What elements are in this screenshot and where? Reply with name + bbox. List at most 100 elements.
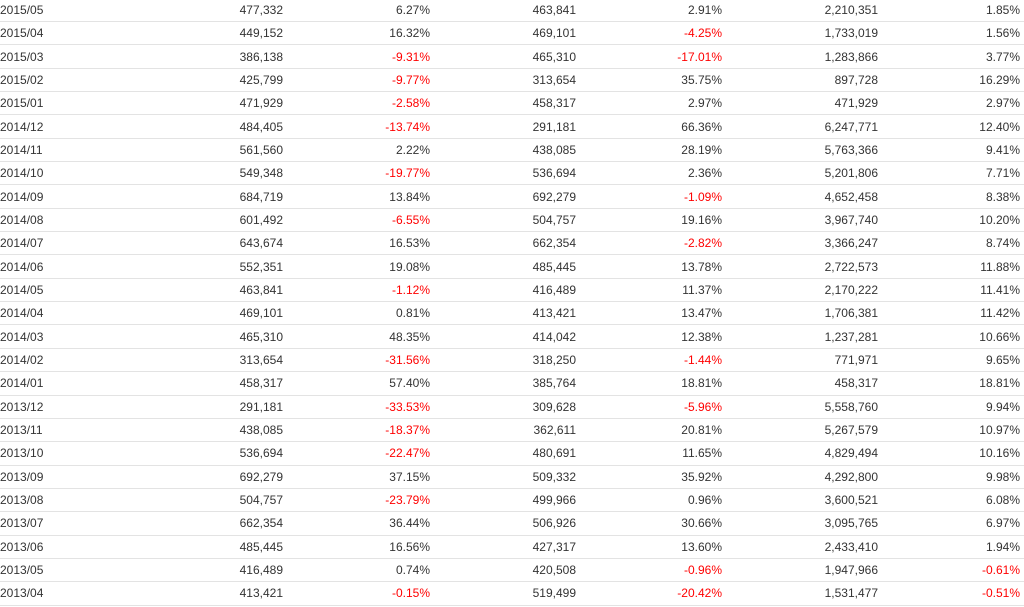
change-cell: 2.91% [583, 0, 729, 22]
table-row: 2013/10 536,694 -22.47% 480,691 11.65% 4,829,… [0, 441, 1024, 466]
value-cell: 480,691 [437, 441, 583, 466]
table-row: 2014/10 549,348 -19.77% 536,694 2.36% 5,201,8… [0, 161, 1024, 186]
table-row: 2014/03 465,310 48.35% 414,042 12.38% 1,237,2… [0, 324, 1024, 349]
table-row: 2014/11 561,560 2.22% 438,085 28.19% 5,763,36… [0, 138, 1024, 163]
period-cell: 2014/04 [0, 301, 150, 326]
value-cell: 416,489 [150, 558, 290, 583]
value-cell: 465,310 [437, 44, 583, 69]
change-cell: -17.01% [583, 44, 729, 69]
value-cell: 504,757 [150, 488, 290, 513]
table-row: 2015/01 471,929 -2.58% 458,317 2.97% 471,929 2… [0, 91, 1024, 116]
period-cell: 2013/12 [0, 395, 150, 419]
cumulative-cell: 1,706,381 [729, 301, 885, 326]
table-row: 2015/03 386,138 -9.31% 465,310 -17.01% 1,283,… [0, 44, 1024, 69]
cumulative-change-cell: 11.42% [885, 301, 1024, 326]
value-cell: 425,799 [150, 68, 290, 93]
change-cell: -6.55% [290, 208, 437, 233]
table-row: 2014/08 601,492 -6.55% 504,757 19.16% 3,967,7… [0, 208, 1024, 233]
change-cell: 36.44% [290, 511, 437, 536]
cumulative-cell: 3,095,765 [729, 511, 885, 536]
cumulative-cell: 4,652,458 [729, 184, 885, 209]
period-cell: 2014/08 [0, 208, 150, 233]
cumulative-cell: 5,267,579 [729, 418, 885, 443]
value-cell: 684,719 [150, 184, 290, 209]
cumulative-cell: 5,558,760 [729, 395, 885, 419]
change-cell: 35.92% [583, 465, 729, 489]
cumulative-cell: 897,728 [729, 68, 885, 93]
table-row: 2013/11 438,085 -18.37% 362,611 20.81% 5,267,… [0, 418, 1024, 443]
change-cell: 0.74% [290, 558, 437, 583]
value-cell: 362,611 [437, 418, 583, 443]
period-cell: 2013/09 [0, 465, 150, 489]
change-cell: 12.38% [583, 324, 729, 349]
change-cell: -1.09% [583, 184, 729, 209]
cumulative-cell: 3,366,247 [729, 231, 885, 256]
change-cell: 13.47% [583, 301, 729, 326]
period-cell: 2013/07 [0, 511, 150, 536]
change-cell: 19.16% [583, 208, 729, 233]
cumulative-cell: 4,829,494 [729, 441, 885, 466]
value-cell: 601,492 [150, 208, 290, 233]
period-cell: 2013/04 [0, 581, 150, 606]
change-cell: -23.79% [290, 488, 437, 513]
table-row: 2014/04 469,101 0.81% 413,421 13.47% 1,706,38… [0, 301, 1024, 326]
value-cell: 485,445 [150, 535, 290, 559]
change-cell: -13.74% [290, 114, 437, 139]
cumulative-cell: 2,722,573 [729, 254, 885, 279]
cumulative-cell: 2,210,351 [729, 0, 885, 22]
period-cell: 2013/11 [0, 418, 150, 443]
change-cell: 0.81% [290, 301, 437, 326]
value-cell: 506,926 [437, 511, 583, 536]
table-row: 2014/01 458,317 57.40% 385,764 18.81% 458,317… [0, 371, 1024, 396]
table-row: 2013/04 413,421 -0.15% 519,499 -20.42% 1,531,… [0, 581, 1024, 606]
value-cell: 692,279 [437, 184, 583, 209]
table-row: 2013/08 504,757 -23.79% 499,966 0.96% 3,600,5… [0, 488, 1024, 513]
cumulative-cell: 458,317 [729, 371, 885, 396]
cumulative-cell: 2,170,222 [729, 278, 885, 303]
change-cell: -0.15% [290, 581, 437, 606]
cumulative-change-cell: 16.29% [885, 68, 1024, 93]
period-cell: 2013/05 [0, 558, 150, 583]
change-cell: 6.27% [290, 0, 437, 22]
cumulative-cell: 1,531,477 [729, 581, 885, 606]
cumulative-cell: 5,763,366 [729, 138, 885, 163]
cumulative-change-cell: 1.94% [885, 535, 1024, 559]
change-cell: -31.56% [290, 348, 437, 373]
cumulative-cell: 1,237,281 [729, 324, 885, 349]
change-cell: 2.22% [290, 138, 437, 163]
value-cell: 643,674 [150, 231, 290, 256]
cumulative-change-cell: 8.38% [885, 184, 1024, 209]
change-cell: 13.78% [583, 254, 729, 279]
change-cell: 30.66% [583, 511, 729, 536]
value-cell: 484,405 [150, 114, 290, 139]
value-cell: 463,841 [437, 0, 583, 22]
table-row: 2013/07 662,354 36.44% 506,926 30.66% 3,095,7… [0, 511, 1024, 536]
cumulative-change-cell: 10.97% [885, 418, 1024, 443]
cumulative-cell: 1,947,966 [729, 558, 885, 583]
value-cell: 458,317 [437, 91, 583, 116]
value-cell: 536,694 [150, 441, 290, 466]
value-cell: 318,250 [437, 348, 583, 373]
change-cell: 35.75% [583, 68, 729, 93]
change-cell: 18.81% [583, 371, 729, 396]
table-row: 2015/04 449,152 16.32% 469,101 -4.25% 1,733,0… [0, 21, 1024, 46]
value-cell: 469,101 [437, 21, 583, 46]
value-cell: 519,499 [437, 581, 583, 606]
change-cell: -5.96% [583, 395, 729, 419]
value-cell: 662,354 [437, 231, 583, 256]
period-cell: 2014/06 [0, 254, 150, 279]
cumulative-change-cell: 10.16% [885, 441, 1024, 466]
table-row: 2013/06 485,445 16.56% 427,317 13.60% 2,433,4… [0, 535, 1024, 559]
period-cell: 2013/06 [0, 535, 150, 559]
value-cell: 552,351 [150, 254, 290, 279]
table-row: 2014/12 484,405 -13.74% 291,181 66.36% 6,247,… [0, 114, 1024, 139]
value-cell: 438,085 [437, 138, 583, 163]
value-cell: 427,317 [437, 535, 583, 559]
table-row: 2014/02 313,654 -31.56% 318,250 -1.44% 771,97… [0, 348, 1024, 373]
change-cell: -4.25% [583, 21, 729, 46]
cumulative-change-cell: 11.41% [885, 278, 1024, 303]
cumulative-cell: 2,433,410 [729, 535, 885, 559]
cumulative-cell: 1,733,019 [729, 21, 885, 46]
cumulative-change-cell: 9.94% [885, 395, 1024, 419]
